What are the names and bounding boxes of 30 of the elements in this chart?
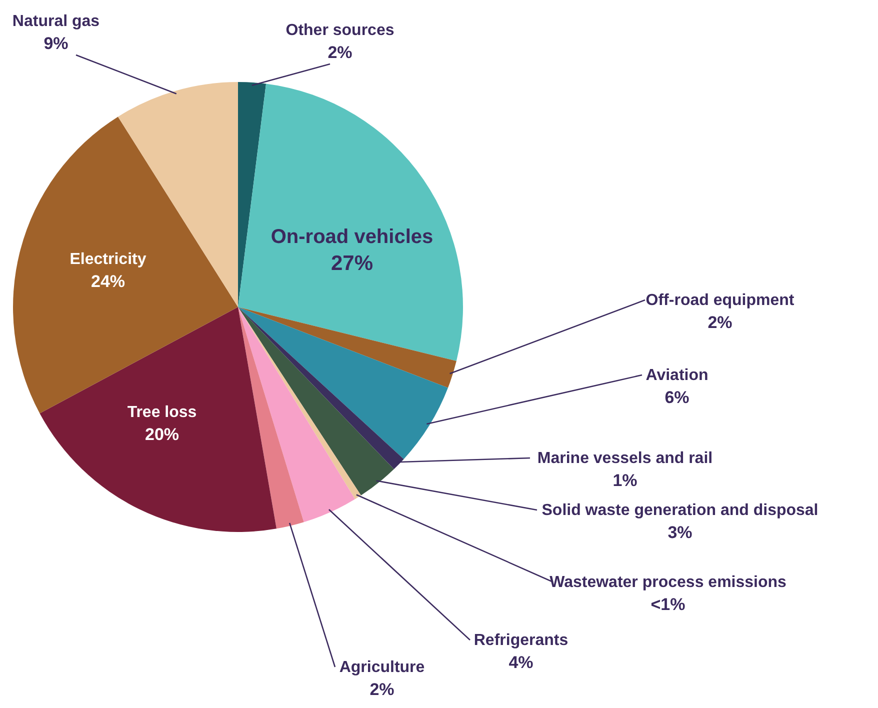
pie-slice	[238, 307, 304, 529]
pie-slice	[40, 307, 276, 532]
data-label: <1%	[650, 595, 686, 614]
slice-label: Solid waste generation and disposal	[542, 502, 818, 519]
data-label: 9%	[44, 34, 68, 53]
data-label: 2%	[328, 43, 352, 62]
data-label: 4%	[508, 653, 534, 672]
data-label: 20%	[144, 425, 180, 444]
data-label: 6%	[664, 388, 690, 407]
slice-label: Marine vessels and rail	[537, 450, 713, 467]
slice-label: Agriculture	[339, 659, 425, 676]
pie-slice	[238, 84, 463, 361]
slice-label: Other sources	[286, 22, 394, 39]
data-label: 2%	[370, 680, 394, 699]
slice-label: Aviation	[646, 367, 708, 384]
slice-label: Refrigerants	[474, 632, 568, 649]
pie-slice	[238, 82, 266, 307]
slice-label: Electricity	[70, 251, 146, 268]
data-label: 27%	[330, 252, 374, 275]
data-label: 2%	[708, 313, 732, 332]
slice-label: On-road vehicles	[270, 226, 434, 248]
pie-slice	[238, 307, 448, 460]
slice-label: Tree loss	[127, 404, 197, 421]
pie-slice	[238, 307, 394, 496]
data-label: 3%	[668, 523, 692, 542]
data-label: 1%	[612, 471, 638, 490]
slice-label: Natural gas	[12, 13, 100, 30]
slice-label: Off-road equipment	[646, 292, 795, 309]
data-label: 24%	[90, 272, 126, 291]
slice-label: Wastewater process emissions	[550, 574, 787, 591]
